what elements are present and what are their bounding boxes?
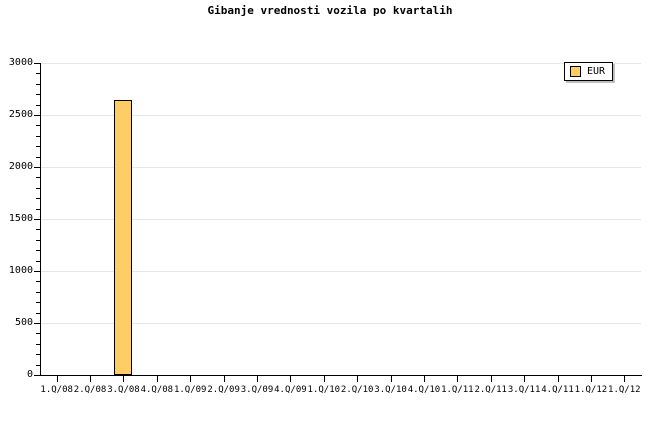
x-axis-tick-label: 1.Q/12 [608, 385, 641, 395]
x-axis-tick [357, 376, 358, 382]
y-axis-tick-label: 1500 [8, 213, 33, 224]
x-axis-tick-label: 1.Q/09 [173, 385, 207, 395]
y-axis-minor-tick [36, 260, 41, 262]
x-axis-tick [123, 376, 124, 382]
y-axis-minor-tick [36, 125, 41, 127]
gridline [40, 63, 641, 64]
x-axis-tick [424, 376, 425, 382]
gridline [40, 115, 641, 116]
y-axis-tick-label: 0 [26, 369, 33, 380]
y-axis-tick-label: 2500 [8, 109, 33, 120]
x-axis-tick [624, 376, 625, 382]
y-axis-minor-tick [36, 146, 41, 148]
y-axis-tick [34, 323, 41, 324]
y-axis-tick-label: 2000 [8, 161, 33, 172]
x-axis-tick-label: 3.Q/10 [374, 385, 407, 395]
legend-swatch-eur [570, 66, 581, 77]
chart-title: Gibanje vrednosti vozila po kvartalih [207, 4, 453, 17]
x-axis-tick [591, 376, 592, 382]
chart-legend[interactable]: EUR [564, 62, 614, 81]
bar[interactable] [114, 100, 133, 375]
y-axis-minor-tick [36, 239, 41, 241]
x-axis-tick-label: 2.Q/09 [207, 385, 240, 395]
gridline [40, 167, 641, 168]
y-axis-minor-tick [36, 229, 41, 231]
x-axis-tick-label: 2.Q/10 [340, 385, 374, 395]
x-axis-tick [257, 376, 258, 382]
y-axis-minor-tick [36, 135, 41, 137]
y-axis-tick [34, 63, 41, 64]
legend-label-eur: EUR [587, 66, 606, 77]
y-axis-minor-tick [36, 302, 41, 304]
gridline [40, 219, 641, 220]
y-axis-tick-label: 3000 [8, 57, 33, 68]
gridline [40, 271, 641, 272]
y-axis-tick-label: 1000 [8, 265, 33, 276]
y-axis-minor-tick [36, 364, 41, 366]
y-axis-labels: 0 500 1000 1500 2000 2500 3000 [0, 0, 33, 440]
y-axis-minor-tick [36, 156, 41, 158]
y-axis-minor-tick [36, 73, 41, 75]
y-axis-minor-tick [36, 291, 41, 293]
x-axis-tick-label: 4.Q/08 [140, 385, 174, 395]
x-axis-tick [157, 376, 158, 382]
x-axis-tick-label: 4.Q/10 [407, 385, 441, 395]
y-axis-tick [34, 271, 41, 272]
plot-area [40, 63, 641, 375]
y-axis-minor-tick [36, 250, 41, 252]
x-axis-tick [190, 376, 191, 382]
x-axis-tick-label: 3.Q/09 [240, 385, 274, 395]
y-axis-tick [34, 167, 41, 168]
y-axis-tick [34, 375, 41, 376]
y-axis-minor-tick [36, 198, 41, 200]
x-axis-tick-label: 3.Q/08 [107, 385, 140, 395]
x-axis-tick-label: 2.Q/11 [474, 385, 507, 395]
x-axis-tick [324, 376, 325, 382]
x-axis-tick [558, 376, 559, 382]
x-axis-tick-label: 4.Q/09 [274, 385, 307, 395]
x-axis-tick [290, 376, 291, 382]
y-axis-minor-tick [36, 187, 41, 189]
x-axis-tick-label: 3.Q/11 [507, 385, 541, 395]
gridline [40, 323, 641, 324]
x-axis-tick-label: 4.Q/11 [541, 385, 574, 395]
x-axis-tick-label: 2.Q/08 [73, 385, 107, 395]
x-axis-tick-label: 1.Q/12 [574, 385, 608, 395]
y-axis-tick-label: 500 [14, 317, 33, 328]
x-axis-tick-label: 1.Q/08 [40, 385, 73, 395]
y-axis-minor-tick [36, 281, 41, 283]
y-axis-tick [34, 219, 41, 220]
y-axis-minor-tick [36, 354, 41, 356]
y-axis-minor-tick [36, 333, 41, 335]
x-axis-tick-label: 1.Q/11 [441, 385, 474, 395]
x-axis-tick-label: 1.Q/10 [307, 385, 341, 395]
y-axis-minor-tick [36, 104, 41, 106]
y-axis-tick [34, 115, 41, 116]
y-axis-minor-tick [36, 83, 41, 85]
x-axis-line [40, 375, 642, 376]
y-axis-minor-tick [36, 343, 41, 345]
x-axis-tick [391, 376, 392, 382]
x-axis-tick [524, 376, 525, 382]
x-axis-tick [457, 376, 458, 382]
x-axis-tick [224, 376, 225, 382]
x-axis-tick [491, 376, 492, 382]
x-axis-tick [90, 376, 91, 382]
y-axis-minor-tick [36, 208, 41, 210]
y-axis-minor-tick [36, 312, 41, 314]
y-axis-minor-tick [36, 177, 41, 179]
x-axis-tick [57, 376, 58, 382]
y-axis-minor-tick [36, 94, 41, 96]
